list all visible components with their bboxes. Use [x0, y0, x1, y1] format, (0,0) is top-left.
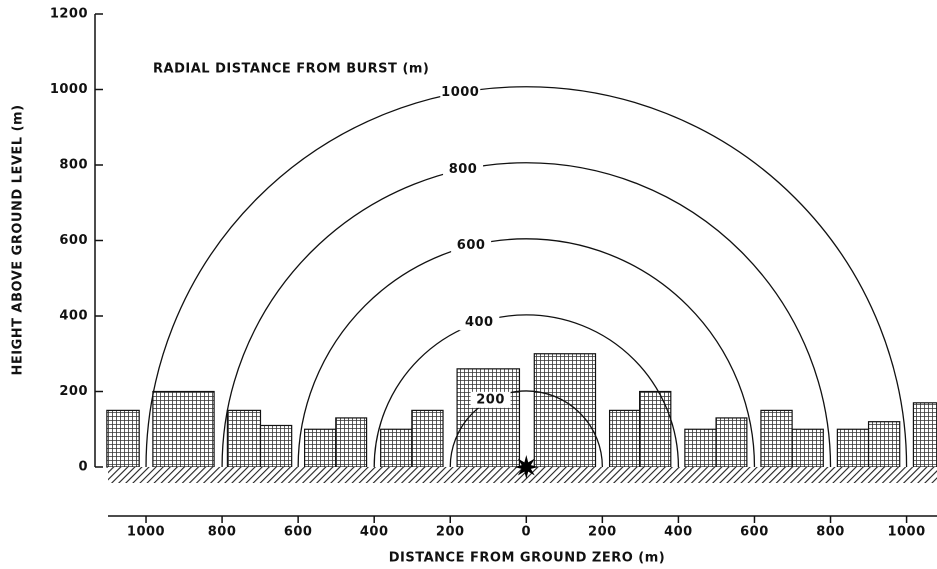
x-tick-label: 800 [208, 525, 237, 540]
x-tick-label: 200 [436, 525, 465, 540]
radius-label: 1000 [441, 85, 479, 100]
building [761, 410, 792, 467]
building [227, 410, 260, 467]
x-tick-label: 200 [588, 525, 617, 540]
y-tick-label: 0 [78, 460, 88, 475]
building [610, 410, 640, 467]
building [336, 418, 367, 467]
x-tick-label: 800 [816, 525, 845, 540]
radius-label: 600 [457, 238, 486, 253]
building [412, 410, 443, 467]
building [534, 354, 595, 467]
building [869, 422, 900, 467]
building [153, 392, 214, 468]
x-tick-label: 1000 [887, 525, 925, 540]
x-tick-label: 1000 [127, 525, 165, 540]
x-tick-label: 600 [284, 525, 313, 540]
x-tick-label: 0 [522, 525, 532, 540]
x-tick-label: 600 [740, 525, 769, 540]
building [305, 429, 336, 467]
chart: RADIAL DISTANCE FROM BURST (m) DISTANCE … [0, 0, 937, 569]
building [457, 369, 519, 467]
radius-label: 800 [449, 162, 478, 177]
radius-label: 400 [465, 315, 494, 330]
building [640, 392, 671, 468]
y-axis-label: HEIGHT ABOVE GROUND LEVEL (m) [11, 104, 26, 375]
burst [514, 455, 538, 479]
y-tick-label: 400 [59, 309, 88, 324]
y-tick-label: 200 [59, 384, 88, 399]
annotation: RADIAL DISTANCE FROM BURST (m) [153, 62, 429, 77]
building [913, 403, 937, 467]
y-tick-label: 800 [59, 158, 88, 173]
radius-label: 200 [476, 392, 505, 407]
building [685, 429, 716, 467]
building [837, 429, 868, 467]
x-tick-label: 400 [360, 525, 389, 540]
y-tick-label: 1200 [50, 7, 88, 22]
x-axis-label: DISTANCE FROM GROUND ZERO (m) [389, 551, 665, 566]
y-tick-label: 600 [59, 233, 88, 248]
y-tick-label: 1000 [50, 82, 88, 97]
building [792, 429, 823, 467]
building [260, 425, 291, 467]
x-tick-label: 400 [664, 525, 693, 540]
building [107, 410, 139, 467]
building [381, 429, 412, 467]
building [716, 418, 747, 467]
